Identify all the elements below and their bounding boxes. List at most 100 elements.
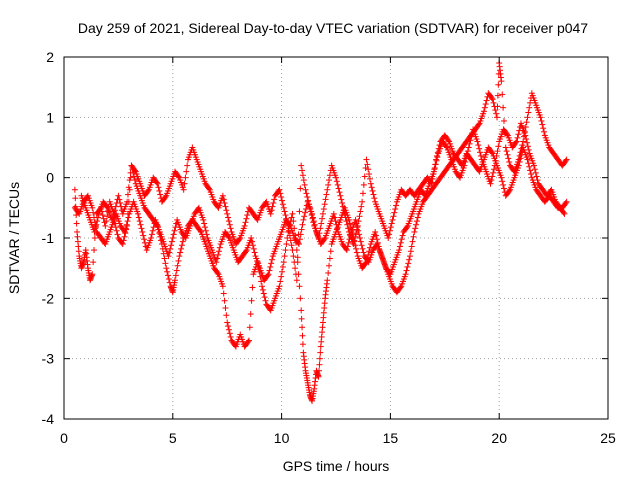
data-point-marker bbox=[494, 148, 501, 155]
data-point-marker bbox=[490, 99, 497, 106]
data-point-marker bbox=[527, 167, 534, 174]
data-point-marker bbox=[220, 196, 227, 203]
data-point-marker bbox=[289, 247, 296, 254]
data-point-marker bbox=[500, 104, 507, 111]
data-point-marker bbox=[203, 231, 210, 238]
data-point-marker bbox=[321, 201, 328, 208]
data-point-marker bbox=[494, 92, 501, 99]
data-point-marker bbox=[222, 304, 229, 311]
data-point-marker bbox=[353, 245, 360, 252]
data-point-marker bbox=[279, 201, 286, 208]
data-point-marker bbox=[104, 213, 111, 220]
data-point-marker bbox=[266, 267, 273, 274]
data-point-marker bbox=[269, 256, 276, 263]
data-point-marker bbox=[219, 192, 226, 199]
data-point-marker bbox=[397, 284, 404, 291]
data-point-marker bbox=[563, 156, 570, 163]
data-point-marker bbox=[280, 204, 287, 211]
data-point-marker bbox=[200, 216, 207, 223]
data-point-marker bbox=[91, 228, 98, 235]
y-axis-ticks: -4 -3 -2 -1 0 1 2 bbox=[42, 49, 608, 427]
data-point-marker bbox=[341, 210, 348, 217]
data-point-marker bbox=[261, 294, 268, 301]
data-point-marker bbox=[119, 241, 126, 248]
data-point-marker bbox=[247, 311, 254, 318]
data-point-marker bbox=[227, 225, 234, 232]
data-point-marker bbox=[337, 192, 344, 199]
data-point-marker bbox=[522, 132, 529, 139]
data-point-marker bbox=[524, 114, 531, 121]
data-point-marker bbox=[319, 215, 326, 222]
data-point-marker bbox=[293, 277, 300, 284]
data-point-marker bbox=[215, 251, 222, 258]
data-point-marker bbox=[346, 236, 353, 243]
data-point-marker bbox=[292, 265, 299, 272]
data-point-marker bbox=[389, 216, 396, 223]
data-point-marker bbox=[538, 117, 545, 124]
data-point-marker bbox=[495, 143, 502, 150]
data-point-marker bbox=[197, 227, 204, 234]
data-point-marker bbox=[492, 157, 499, 164]
data-point-marker bbox=[517, 155, 524, 162]
data-point-marker bbox=[326, 177, 333, 184]
data-point-marker bbox=[156, 187, 163, 194]
data-point-marker bbox=[300, 216, 307, 223]
data-point-marker bbox=[561, 210, 568, 217]
data-point-marker bbox=[157, 191, 164, 198]
data-point-marker bbox=[320, 206, 327, 213]
data-point-marker bbox=[356, 235, 363, 241]
data-point-marker bbox=[282, 247, 289, 254]
data-point-marker bbox=[287, 237, 294, 244]
data-point-marker bbox=[299, 167, 306, 174]
data-point-marker bbox=[226, 221, 233, 228]
data-point-marker bbox=[221, 297, 228, 304]
data-point-marker bbox=[72, 195, 79, 202]
data-point-marker bbox=[244, 212, 251, 219]
data-point-marker bbox=[563, 198, 570, 205]
data-point-marker bbox=[113, 227, 120, 234]
data-point-marker bbox=[89, 271, 96, 278]
data-point-marker bbox=[462, 158, 469, 165]
data-point-marker bbox=[353, 220, 360, 227]
data-point-marker bbox=[356, 231, 363, 238]
data-point-marker bbox=[562, 157, 569, 164]
data-point-marker bbox=[173, 267, 180, 274]
data-point-marker bbox=[248, 297, 255, 304]
data-point-marker bbox=[281, 253, 288, 260]
data-point-marker bbox=[498, 174, 505, 181]
data-point-marker bbox=[268, 207, 275, 214]
data-point-marker bbox=[144, 187, 151, 194]
data-point-marker bbox=[385, 235, 392, 241]
data-point-marker bbox=[166, 249, 173, 256]
data-point-marker bbox=[493, 110, 500, 117]
data-point-marker bbox=[168, 242, 175, 249]
data-point-marker bbox=[402, 271, 409, 278]
data-point-marker bbox=[216, 244, 223, 251]
data-point-marker bbox=[353, 249, 360, 256]
data-point-marker bbox=[123, 221, 130, 228]
data-point-marker bbox=[242, 248, 249, 255]
data-point-marker bbox=[131, 177, 138, 184]
data-point-marker bbox=[433, 157, 440, 164]
data-point-marker bbox=[296, 283, 303, 290]
data-point-marker bbox=[324, 277, 331, 284]
data-point-marker bbox=[370, 191, 377, 198]
data-point-marker bbox=[299, 324, 306, 331]
data-point-marker bbox=[99, 212, 106, 219]
data-point-marker bbox=[296, 236, 303, 243]
data-point-marker bbox=[362, 165, 369, 172]
data-point-marker bbox=[94, 218, 101, 225]
data-point-marker bbox=[165, 272, 172, 279]
data-point-marker bbox=[171, 277, 178, 284]
data-point-marker bbox=[397, 239, 404, 246]
data-point-marker bbox=[269, 203, 276, 210]
data-point-marker bbox=[302, 209, 309, 216]
data-point-marker bbox=[494, 103, 501, 110]
data-point-marker bbox=[345, 225, 352, 232]
data-point-marker bbox=[398, 236, 405, 243]
data-point-marker bbox=[350, 241, 357, 248]
data-point-marker bbox=[504, 131, 511, 138]
data-point-marker bbox=[93, 221, 100, 228]
data-point-marker bbox=[299, 221, 306, 228]
data-point-marker bbox=[430, 168, 437, 175]
